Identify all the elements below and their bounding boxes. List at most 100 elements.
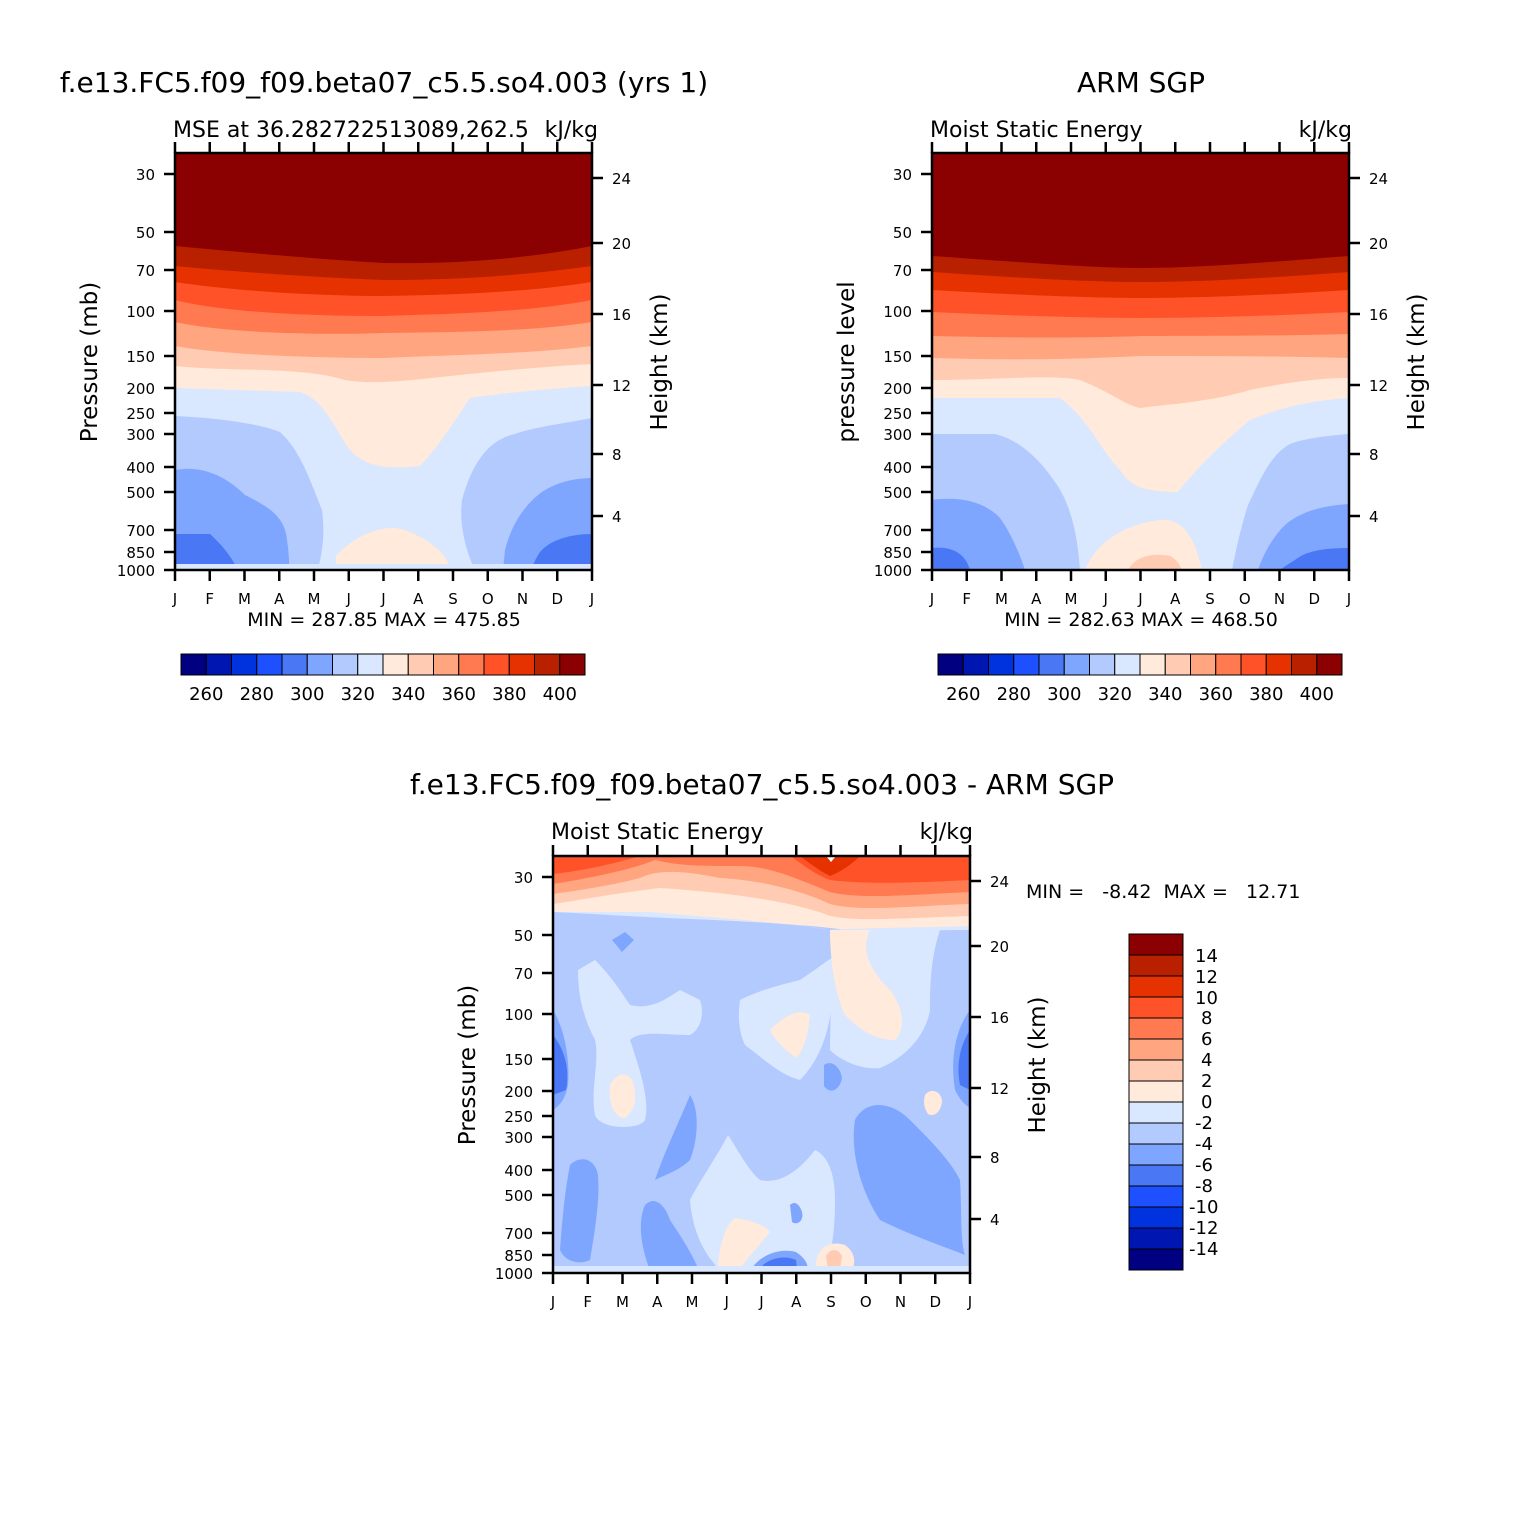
y2-tick-label: 24: [1369, 170, 1388, 188]
colorbar-label: 10: [1195, 988, 1218, 1009]
panel-obs-y2-labels: 24 20 16 12 8 4: [1369, 170, 1388, 526]
colorbar-swatch: [508, 653, 535, 676]
colorbar-swatch: [1128, 1206, 1184, 1229]
colorbar-swatch: [433, 653, 460, 676]
colorbar-swatch: [407, 653, 434, 676]
x-tick-label: F: [962, 590, 971, 608]
panel-diff-subtitle: Moist Static Energy: [551, 820, 764, 845]
x-tick-label: S: [448, 590, 458, 608]
y-tick-label: 250: [504, 1108, 533, 1126]
colorbar-label: 8: [1201, 1008, 1212, 1029]
colorbar-swatch: [231, 653, 258, 676]
colorbar-label: 320: [341, 684, 375, 705]
y-tick-label: 250: [883, 405, 912, 423]
y-tick-label: 400: [504, 1162, 533, 1180]
colorbar-label: 260: [946, 684, 980, 705]
y2-tick-label: 16: [1369, 306, 1388, 324]
panel-obs-x-ticks: [930, 142, 1351, 581]
y2-tick-label: 16: [612, 306, 631, 324]
y2-tick-label: 4: [612, 508, 622, 526]
x-tick-label: D: [929, 1293, 941, 1311]
y-tick-label: 30: [136, 166, 155, 184]
colorbar-swatch: [1128, 996, 1184, 1019]
colorbar-swatch: [1316, 653, 1343, 676]
y-tick-label: 850: [126, 544, 155, 562]
y2-tick-label: 4: [1369, 508, 1379, 526]
colorbar-swatch: [357, 653, 384, 676]
y2-tick-label: 8: [1369, 446, 1379, 464]
colorbar-swatch: [1128, 933, 1184, 956]
y-tick-label: 850: [883, 544, 912, 562]
x-tick-label: S: [826, 1293, 836, 1311]
colorbar-label: 0: [1201, 1092, 1212, 1113]
y-tick-label: 250: [126, 405, 155, 423]
y2-tick-label: 8: [990, 1149, 1000, 1167]
y-tick-label: 200: [126, 380, 155, 398]
panel-model-y2-labels: 24 20 16 12 8 4: [612, 170, 631, 526]
panel-obs-subtitle: Moist Static Energy: [930, 118, 1143, 143]
colorbar-label: 400: [1300, 684, 1334, 705]
colorbar-swatch: [1164, 653, 1191, 676]
colorbar-swatch: [332, 653, 359, 676]
colorbar-label: 360: [1199, 684, 1233, 705]
colorbar-swatch: [281, 653, 308, 676]
panel-model-subtitle: MSE at 36.282722513089,262.5: [173, 118, 529, 143]
x-tick-label: J: [172, 590, 177, 608]
panel-model-y-labels: 30 50 70 100 150 200 250 300 400 500 700…: [117, 166, 155, 580]
colorbar-label: 340: [391, 684, 425, 705]
colorbar-label: 260: [189, 684, 223, 705]
y2-tick-label: 12: [1369, 377, 1388, 395]
x-tick-label: N: [895, 1293, 906, 1311]
panel-obs-colorbar: [937, 653, 1343, 676]
y-tick-label: 300: [883, 426, 912, 444]
colorbar-swatch: [256, 653, 283, 676]
y2-tick-label: 12: [612, 377, 631, 395]
y-tick-label: 30: [514, 869, 533, 887]
panel-model-stats: MIN = 287.85 MAX = 475.85: [247, 609, 521, 631]
colorbar-label: -14: [1189, 1239, 1218, 1260]
colorbar-swatch: [1291, 653, 1318, 676]
y-tick-label: 300: [504, 1129, 533, 1147]
x-tick-label: M: [995, 590, 1008, 608]
y-tick-label: 300: [126, 426, 155, 444]
panel-model-colorbar-labels: 260 280 300 320 340 360 380 400: [189, 684, 577, 705]
y-tick-label: 1000: [117, 562, 155, 580]
colorbar-swatch: [1128, 1038, 1184, 1061]
panel-obs-colorbar-labels: 260 280 300 320 340 360 380 400: [946, 684, 1334, 705]
y2-tick-label: 24: [612, 170, 631, 188]
y-tick-label: 70: [514, 965, 533, 983]
panel-diff-stats: MIN = -8.42 MAX = 12.71: [1026, 881, 1300, 903]
panel-diff-ylabel: Pressure (mb): [455, 985, 481, 1145]
x-tick-label: N: [517, 590, 528, 608]
x-tick-label: J: [346, 590, 351, 608]
x-tick-label: J: [724, 1293, 729, 1311]
y-tick-label: 200: [883, 380, 912, 398]
colorbar-label: -6: [1195, 1155, 1213, 1176]
colorbar-swatch: [1240, 653, 1267, 676]
panel-model-units: kJ/kg: [545, 118, 598, 143]
panel-diff-colorbar-labels: 14 12 10 8 6 4 2 0 -2 -4 -6 -8 -10 -12 -…: [1189, 946, 1218, 1260]
colorbar-swatch: [1013, 653, 1040, 676]
y-tick-label: 400: [126, 459, 155, 477]
colorbar-label: 380: [492, 684, 526, 705]
y-tick-label: 30: [893, 166, 912, 184]
panel-diff-y-ticks: [542, 875, 981, 1275]
panel-obs-ylabel: pressure level: [834, 281, 860, 442]
y-tick-label: 50: [514, 927, 533, 945]
y-tick-label: 100: [504, 1006, 533, 1024]
colorbar-label: -12: [1189, 1218, 1218, 1239]
colorbar-label: -8: [1195, 1176, 1213, 1197]
y-tick-label: 150: [126, 348, 155, 366]
colorbar-swatch: [1265, 653, 1292, 676]
panel-diff-y-labels: 30 50 70 100 150 200 250 300 400 500 700…: [495, 869, 533, 1283]
panel-obs-units: kJ/kg: [1299, 118, 1352, 143]
panel-diff-title: f.e13.FC5.f09_f09.beta07_c5.5.so4.003 - …: [410, 768, 1114, 801]
colorbar-label: -4: [1195, 1134, 1213, 1155]
x-tick-label: S: [1205, 590, 1215, 608]
y-tick-label: 200: [504, 1083, 533, 1101]
panel-obs-stats: MIN = 282.63 MAX = 468.50: [1004, 609, 1278, 631]
colorbar-swatch: [1128, 1122, 1184, 1145]
panel-model: f.e13.FC5.f09_f09.beta07_c5.5.so4.003 (y…: [60, 66, 708, 705]
panel-model-x-ticks: [173, 142, 594, 581]
